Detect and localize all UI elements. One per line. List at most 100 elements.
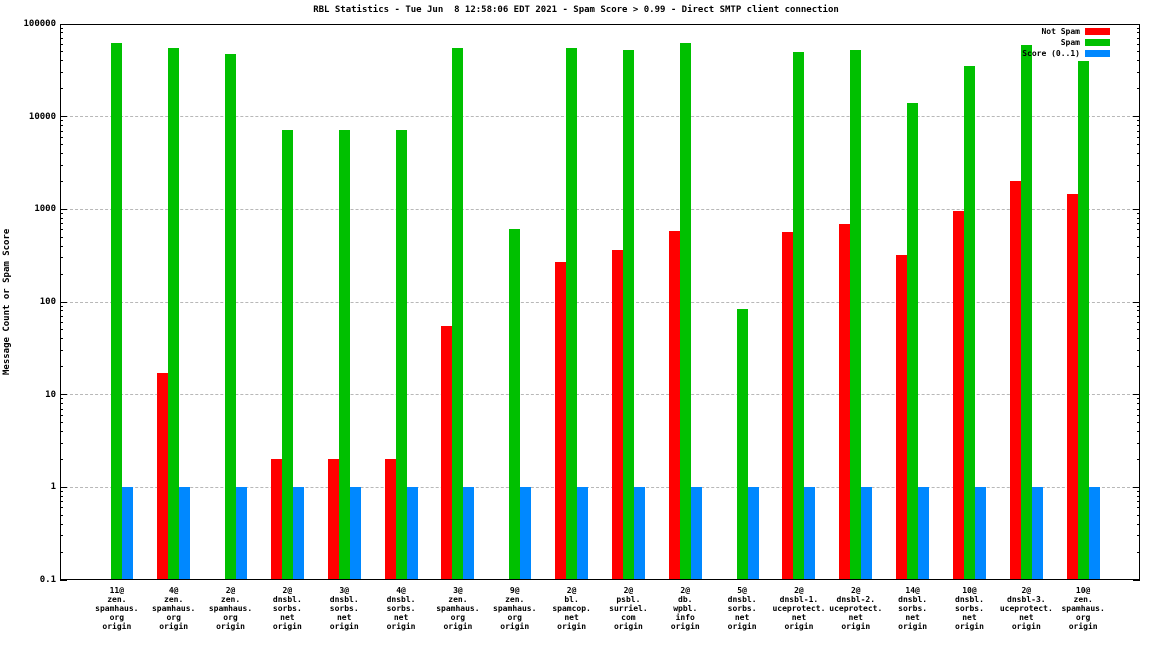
- y-minor-tick: [60, 491, 63, 493]
- x-tick-label: 4@ dnsbl. sorbs. net origin: [386, 586, 416, 631]
- y-minor-tick: [1137, 44, 1140, 46]
- y-minor-tick: [1137, 431, 1140, 433]
- y-tick-label: 0.1: [39, 575, 56, 585]
- y-minor-tick: [60, 245, 63, 247]
- y-minor-tick: [1137, 223, 1140, 225]
- bar-spam: [793, 51, 805, 580]
- x-tick-label: 2@ dnsbl. sorbs. net origin: [272, 586, 302, 631]
- x-tick-label: 10@ zen. spamhaus. org origin: [1061, 586, 1105, 631]
- y-minor-tick: [1137, 523, 1140, 525]
- bar-score-0-1: [520, 487, 532, 580]
- y-minor-tick: [1137, 164, 1140, 166]
- y-minor-tick: [60, 422, 63, 424]
- gridline: [60, 301, 1140, 303]
- y-minor-tick: [60, 403, 63, 405]
- y-minor-tick: [1137, 322, 1140, 324]
- y-minor-tick: [1137, 229, 1140, 231]
- x-tick-label: 11@ zen. spamhaus. org origin: [95, 586, 139, 631]
- x-tick-label: 2@ dnsbl-3. uceprotect. net origin: [999, 586, 1053, 631]
- y-minor-tick: [60, 442, 63, 444]
- y-minor-tick: [1137, 217, 1140, 219]
- bar-score-0-1: [1031, 487, 1043, 580]
- y-major-tick: [1133, 394, 1140, 396]
- y-major-tick: [60, 208, 67, 210]
- bar-not-spam: [782, 231, 794, 580]
- x-tick-label: 2@ zen. spamhaus. org origin: [208, 586, 253, 631]
- y-minor-tick: [1137, 458, 1140, 460]
- bar-score-0-1: [122, 487, 134, 580]
- x-tick-label: 2@ db. wpbl. info origin: [670, 586, 700, 631]
- gridline: [60, 394, 1140, 396]
- y-major-tick: [60, 486, 67, 488]
- y-minor-tick: [60, 349, 63, 351]
- y-major-tick: [60, 394, 67, 396]
- gridline: [60, 116, 1140, 118]
- y-minor-tick: [60, 310, 63, 312]
- bar-spam: [111, 43, 123, 580]
- y-minor-tick: [60, 535, 63, 537]
- y-minor-tick: [1137, 551, 1140, 553]
- y-minor-tick: [1137, 71, 1140, 73]
- bar-score-0-1: [690, 487, 702, 580]
- legend: Not Spam Spam Score (0..1): [1022, 26, 1110, 59]
- y-minor-tick: [60, 71, 63, 73]
- y-minor-tick: [1137, 136, 1140, 138]
- y-minor-tick: [60, 514, 63, 516]
- y-minor-tick: [60, 223, 63, 225]
- x-tick-label: 2@ dnsbl-2. uceprotect. net origin: [829, 586, 883, 631]
- y-minor-tick: [1137, 125, 1140, 127]
- y-minor-tick: [1137, 535, 1140, 537]
- x-tick-label: 2@ dnsbl-1. uceprotect. net origin: [772, 586, 826, 631]
- bar-not-spam: [1066, 194, 1078, 580]
- y-minor-tick: [60, 88, 63, 90]
- y-minor-tick: [60, 229, 63, 231]
- bar-spam: [281, 129, 293, 580]
- plot-area: [60, 23, 1140, 581]
- y-minor-tick: [60, 495, 63, 497]
- bar-spam: [452, 48, 464, 580]
- bar-not-spam: [157, 373, 169, 580]
- y-minor-tick: [60, 60, 63, 62]
- y-minor-tick: [1137, 130, 1140, 132]
- y-minor-tick: [1137, 501, 1140, 503]
- gridline: [60, 486, 1140, 488]
- bar-not-spam: [896, 255, 908, 580]
- y-minor-tick: [60, 257, 63, 259]
- x-tick-label: 10@ dnsbl. sorbs. net origin: [955, 586, 984, 631]
- y-minor-tick: [60, 551, 63, 553]
- y-minor-tick: [60, 315, 63, 317]
- x-tick-label: 2@ psbl. surriel. com origin: [609, 586, 648, 631]
- y-minor-tick: [1137, 27, 1140, 29]
- y-minor-tick: [60, 414, 63, 416]
- bar-spam: [395, 129, 407, 580]
- y-major-tick: [1133, 23, 1140, 25]
- y-minor-tick: [1137, 310, 1140, 312]
- legend-label-score: Score (0..1): [1022, 48, 1080, 58]
- bar-spam: [963, 66, 975, 580]
- y-minor-tick: [60, 37, 63, 39]
- y-minor-tick: [60, 305, 63, 307]
- bar-spam: [509, 228, 521, 580]
- y-tick-label: 100: [39, 297, 56, 307]
- bar-not-spam: [270, 459, 282, 580]
- bar-not-spam: [327, 459, 339, 580]
- bar-spam: [907, 103, 919, 580]
- bar-not-spam: [555, 262, 567, 580]
- bar-score-0-1: [918, 487, 930, 580]
- bar-spam: [1077, 60, 1089, 580]
- y-minor-tick: [1137, 88, 1140, 90]
- bar-score-0-1: [804, 487, 816, 580]
- y-minor-tick: [1137, 153, 1140, 155]
- y-minor-tick: [60, 366, 63, 368]
- bar-spam: [1020, 44, 1032, 580]
- y-minor-tick: [60, 213, 63, 215]
- legend-item-not-spam: Not Spam: [1022, 26, 1110, 36]
- legend-swatch-not-spam: [1085, 27, 1110, 35]
- y-minor-tick: [60, 338, 63, 340]
- y-tick-label: 1: [50, 482, 56, 493]
- y-minor-tick: [1137, 366, 1140, 368]
- y-major-tick: [1133, 301, 1140, 303]
- y-minor-tick: [1137, 37, 1140, 39]
- y-minor-tick: [60, 164, 63, 166]
- y-minor-tick: [1137, 442, 1140, 444]
